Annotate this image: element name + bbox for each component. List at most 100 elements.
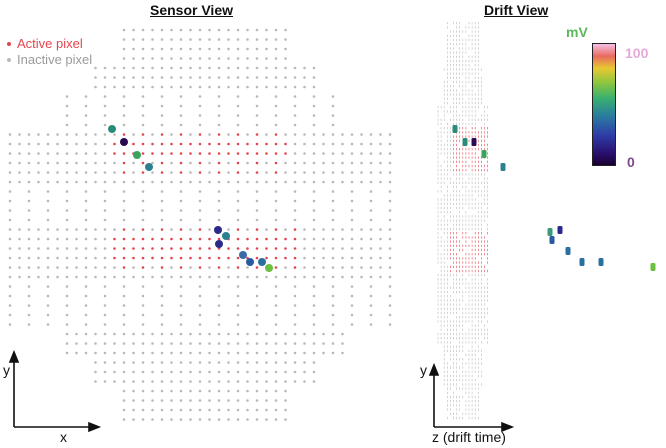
active-pixel xyxy=(161,152,164,155)
drift-x-label: z (drift time) xyxy=(432,429,506,445)
inactive-pixel xyxy=(370,171,373,174)
inactive-pixel xyxy=(237,304,240,307)
active-pixel xyxy=(199,266,202,269)
inactive-pixel xyxy=(256,409,259,412)
inactive-pixel xyxy=(18,181,21,184)
inactive-pixel xyxy=(246,29,249,32)
inactive-pixel xyxy=(151,38,154,41)
active-pixel xyxy=(265,238,268,241)
inactive-pixel xyxy=(208,409,211,412)
inactive-pixel xyxy=(332,181,335,184)
inactive-pixel xyxy=(322,143,325,146)
inactive-pixel xyxy=(85,238,88,241)
inactive-pixel xyxy=(161,29,164,32)
inactive-pixel xyxy=(113,371,116,374)
inactive-pixel xyxy=(303,361,306,364)
inactive-pixel xyxy=(218,57,221,60)
inactive-pixel xyxy=(170,181,173,184)
inactive-pixel xyxy=(379,247,382,250)
inactive-pixel xyxy=(9,228,12,231)
inactive-pixel xyxy=(227,266,230,269)
inactive-pixel xyxy=(294,342,297,345)
inactive-pixel xyxy=(161,181,164,184)
inactive-pixel xyxy=(389,200,392,203)
inactive-pixel xyxy=(208,228,211,231)
active-pixel xyxy=(256,133,259,136)
inactive-pixel xyxy=(218,304,221,307)
inactive-pixel xyxy=(180,76,183,79)
inactive-pixel xyxy=(85,342,88,345)
inactive-pixel xyxy=(379,276,382,279)
active-pixel xyxy=(208,143,211,146)
inactive-pixel xyxy=(104,219,107,222)
inactive-pixel xyxy=(9,200,12,203)
inactive-pixel xyxy=(66,162,69,165)
inactive-pixel xyxy=(227,228,230,231)
inactive-pixel xyxy=(161,342,164,345)
inactive-pixel xyxy=(246,266,249,269)
inactive-pixel xyxy=(132,380,135,383)
inactive-pixel xyxy=(294,105,297,108)
inactive-pixel xyxy=(161,114,164,117)
inactive-pixel xyxy=(341,352,344,355)
inactive-pixel xyxy=(142,209,145,212)
inactive-pixel xyxy=(142,418,145,421)
inactive-pixel xyxy=(237,124,240,127)
inactive-pixel xyxy=(284,181,287,184)
inactive-pixel xyxy=(113,162,116,165)
inactive-pixel xyxy=(351,285,354,288)
inactive-pixel xyxy=(256,76,259,79)
inactive-pixel xyxy=(275,285,278,288)
inactive-pixel xyxy=(313,114,316,117)
inactive-pixel xyxy=(227,409,230,412)
inactive-pixel xyxy=(332,124,335,127)
inactive-pixel xyxy=(313,342,316,345)
inactive-pixel xyxy=(170,342,173,345)
inactive-pixel xyxy=(56,266,59,269)
inactive-pixel xyxy=(104,209,107,212)
inactive-pixel xyxy=(85,152,88,155)
inactive-pixel xyxy=(66,285,69,288)
active-pixel xyxy=(237,266,240,269)
inactive-pixel xyxy=(265,48,268,51)
inactive-pixel xyxy=(123,181,126,184)
inactive-pixel xyxy=(161,48,164,51)
inactive-pixel xyxy=(161,314,164,317)
inactive-pixel xyxy=(227,162,230,165)
drift-hits xyxy=(453,125,656,271)
active-pixel xyxy=(218,152,221,155)
inactive-pixel xyxy=(85,314,88,317)
inactive-pixel xyxy=(218,418,221,421)
inactive-pixel xyxy=(47,133,50,136)
inactive-pixel xyxy=(123,380,126,383)
inactive-pixel xyxy=(256,209,259,212)
inactive-pixel xyxy=(94,333,97,336)
inactive-pixel xyxy=(142,67,145,70)
inactive-pixel xyxy=(142,314,145,317)
inactive-pixel xyxy=(9,152,12,155)
inactive-pixel xyxy=(218,209,221,212)
inactive-pixel xyxy=(237,181,240,184)
drift-hit xyxy=(566,247,571,255)
inactive-pixel xyxy=(132,171,135,174)
inactive-pixel xyxy=(123,390,126,393)
active-pixel xyxy=(161,247,164,250)
active-pixel xyxy=(123,152,126,155)
inactive-pixel xyxy=(104,200,107,203)
inactive-pixel xyxy=(199,409,202,412)
inactive-pixel xyxy=(94,380,97,383)
inactive-pixel xyxy=(104,162,107,165)
inactive-pixel xyxy=(28,266,31,269)
inactive-pixel xyxy=(180,181,183,184)
inactive-pixel xyxy=(370,133,373,136)
inactive-pixel xyxy=(104,371,107,374)
active-pixel xyxy=(237,257,240,260)
inactive-pixel xyxy=(161,67,164,70)
inactive-pixel xyxy=(227,76,230,79)
active-pixel xyxy=(180,162,183,165)
inactive-pixel xyxy=(313,266,316,269)
inactive-pixel xyxy=(180,219,183,222)
active-pixel xyxy=(256,152,259,155)
inactive-pixel xyxy=(47,295,50,298)
inactive-pixel xyxy=(142,105,145,108)
